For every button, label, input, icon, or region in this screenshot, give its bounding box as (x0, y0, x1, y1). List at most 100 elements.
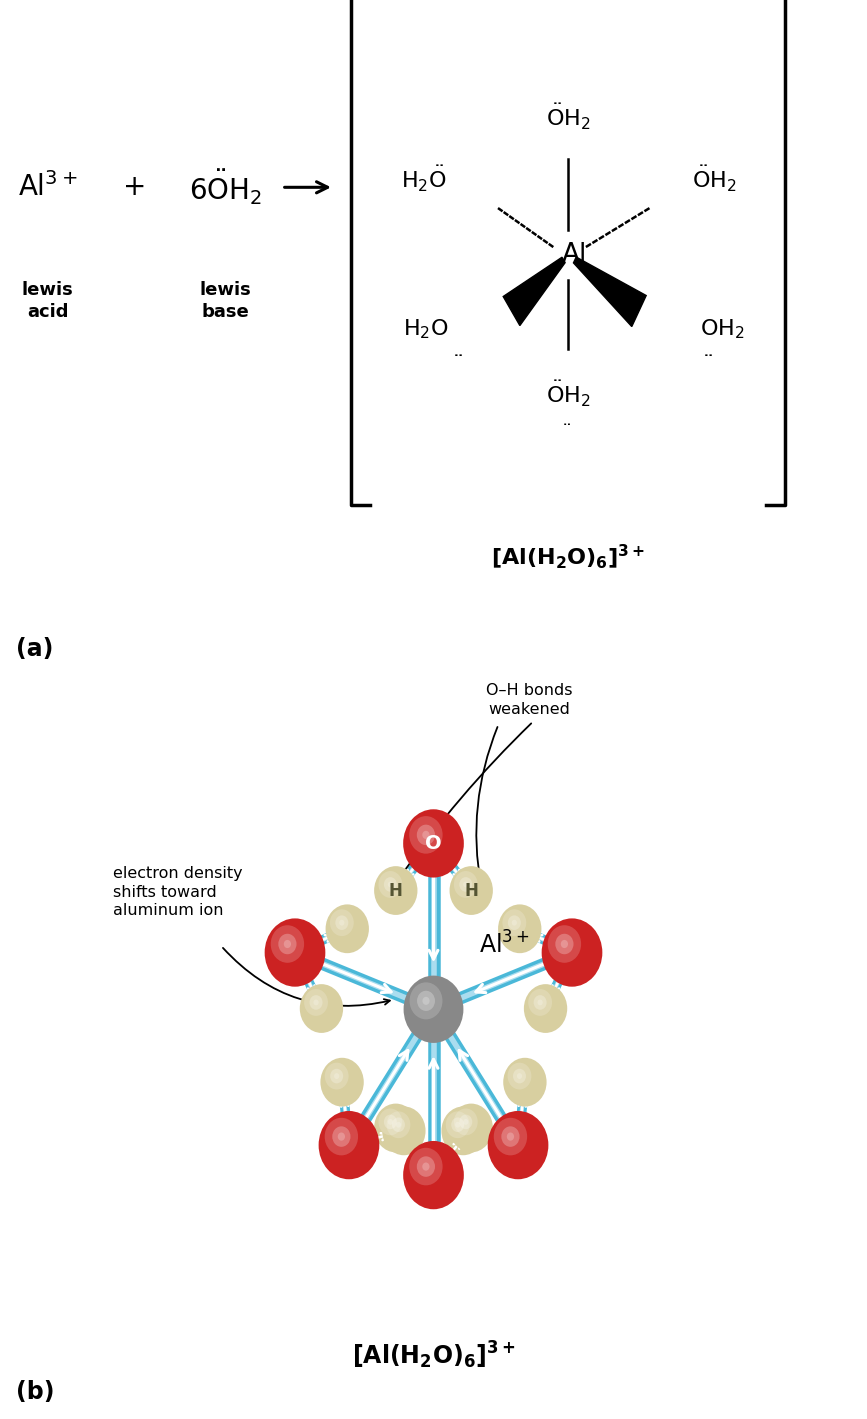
Circle shape (538, 999, 543, 1005)
Circle shape (300, 985, 343, 1033)
Polygon shape (503, 257, 565, 325)
Circle shape (330, 910, 354, 937)
Circle shape (388, 1120, 393, 1125)
Circle shape (404, 976, 463, 1043)
Circle shape (314, 999, 319, 1005)
Circle shape (422, 1162, 429, 1171)
Circle shape (264, 918, 325, 986)
Text: $\mathbf{[Al(H_2O)_6]^{3+}}$: $\mathbf{[Al(H_2O)_6]^{3+}}$ (491, 542, 645, 570)
Circle shape (409, 982, 442, 1019)
Circle shape (441, 1107, 485, 1155)
Circle shape (422, 996, 430, 1005)
Circle shape (284, 939, 291, 948)
Circle shape (396, 1122, 401, 1128)
Circle shape (453, 1108, 478, 1135)
Circle shape (379, 871, 402, 898)
Circle shape (512, 920, 517, 925)
Circle shape (330, 1069, 343, 1083)
Circle shape (392, 1117, 405, 1132)
Circle shape (417, 1156, 435, 1176)
Text: $\ddot{}$: $\ddot{}$ (455, 345, 464, 365)
Circle shape (409, 816, 443, 854)
Text: (a): (a) (16, 637, 53, 661)
Circle shape (379, 1108, 402, 1135)
Text: $\ddot{\rm O}$H$_2$: $\ddot{\rm O}$H$_2$ (692, 165, 737, 194)
Circle shape (494, 1118, 527, 1155)
Text: lewis
base: lewis base (199, 281, 251, 321)
Circle shape (278, 934, 297, 954)
Circle shape (334, 1073, 339, 1078)
Circle shape (304, 989, 328, 1016)
Circle shape (488, 1111, 549, 1179)
Text: O–H bonds
weakened: O–H bonds weakened (486, 683, 572, 717)
Circle shape (422, 830, 429, 839)
Circle shape (326, 904, 369, 954)
Circle shape (503, 1057, 546, 1107)
Circle shape (417, 990, 435, 1010)
Circle shape (384, 1114, 397, 1130)
Text: $\ddot{\rm O}$H$_2$: $\ddot{\rm O}$H$_2$ (545, 102, 590, 132)
Circle shape (453, 871, 478, 898)
Circle shape (460, 1114, 473, 1130)
Circle shape (339, 920, 344, 925)
Circle shape (388, 881, 393, 887)
Circle shape (375, 866, 418, 915)
Circle shape (513, 1069, 526, 1083)
Circle shape (460, 877, 473, 891)
Circle shape (451, 1117, 464, 1132)
Text: +: + (123, 173, 146, 201)
Text: Al: Al (562, 243, 588, 268)
Text: $\ddot{}$: $\ddot{}$ (564, 414, 571, 433)
Circle shape (507, 1063, 531, 1090)
Circle shape (403, 809, 464, 877)
Circle shape (524, 985, 567, 1033)
Circle shape (384, 877, 397, 891)
Circle shape (449, 1104, 492, 1152)
Circle shape (375, 1104, 418, 1152)
Circle shape (561, 939, 568, 948)
Circle shape (542, 918, 603, 986)
Text: H: H (464, 881, 478, 900)
Circle shape (403, 1141, 464, 1209)
Circle shape (455, 1122, 460, 1128)
Circle shape (501, 1127, 519, 1147)
Circle shape (336, 915, 349, 929)
Text: O: O (425, 834, 442, 853)
Circle shape (555, 934, 573, 954)
Circle shape (463, 1120, 468, 1125)
Circle shape (446, 1111, 470, 1138)
Text: OH$_2$: OH$_2$ (700, 318, 745, 341)
Circle shape (498, 904, 541, 954)
Text: H$_2$$\ddot{\rm O}$: H$_2$$\ddot{\rm O}$ (401, 165, 447, 194)
Text: (b): (b) (16, 1381, 54, 1405)
Circle shape (338, 1132, 345, 1141)
Circle shape (387, 1111, 410, 1138)
Text: H: H (389, 881, 403, 900)
Text: lewis
acid: lewis acid (22, 281, 74, 321)
Circle shape (533, 995, 546, 1010)
Circle shape (449, 866, 492, 915)
Text: Al$^{3+}$: Al$^{3+}$ (18, 172, 77, 203)
Text: $\mathbf{[Al(H_2O)_6]^{3+}}$: $\mathbf{[Al(H_2O)_6]^{3+}}$ (352, 1340, 515, 1371)
Circle shape (271, 925, 304, 962)
Circle shape (517, 1073, 522, 1078)
Circle shape (463, 881, 468, 887)
Circle shape (507, 1132, 514, 1141)
Circle shape (325, 1063, 349, 1090)
Text: Al$^{3+}$: Al$^{3+}$ (479, 931, 530, 959)
Text: 6$\ddot{\rm O}$H$_2$: 6$\ddot{\rm O}$H$_2$ (189, 167, 262, 207)
Polygon shape (573, 257, 646, 326)
Circle shape (508, 915, 521, 929)
Circle shape (321, 1057, 364, 1107)
Circle shape (332, 1127, 350, 1147)
Circle shape (318, 1111, 379, 1179)
Circle shape (382, 1107, 426, 1155)
Text: electron density
shifts toward
aluminum ion: electron density shifts toward aluminum … (113, 866, 243, 918)
Circle shape (324, 1118, 358, 1155)
Text: H$_2$O: H$_2$O (402, 318, 448, 341)
Circle shape (502, 910, 526, 937)
Circle shape (310, 995, 323, 1010)
Circle shape (417, 824, 435, 846)
Circle shape (528, 989, 552, 1016)
Circle shape (409, 1148, 443, 1185)
